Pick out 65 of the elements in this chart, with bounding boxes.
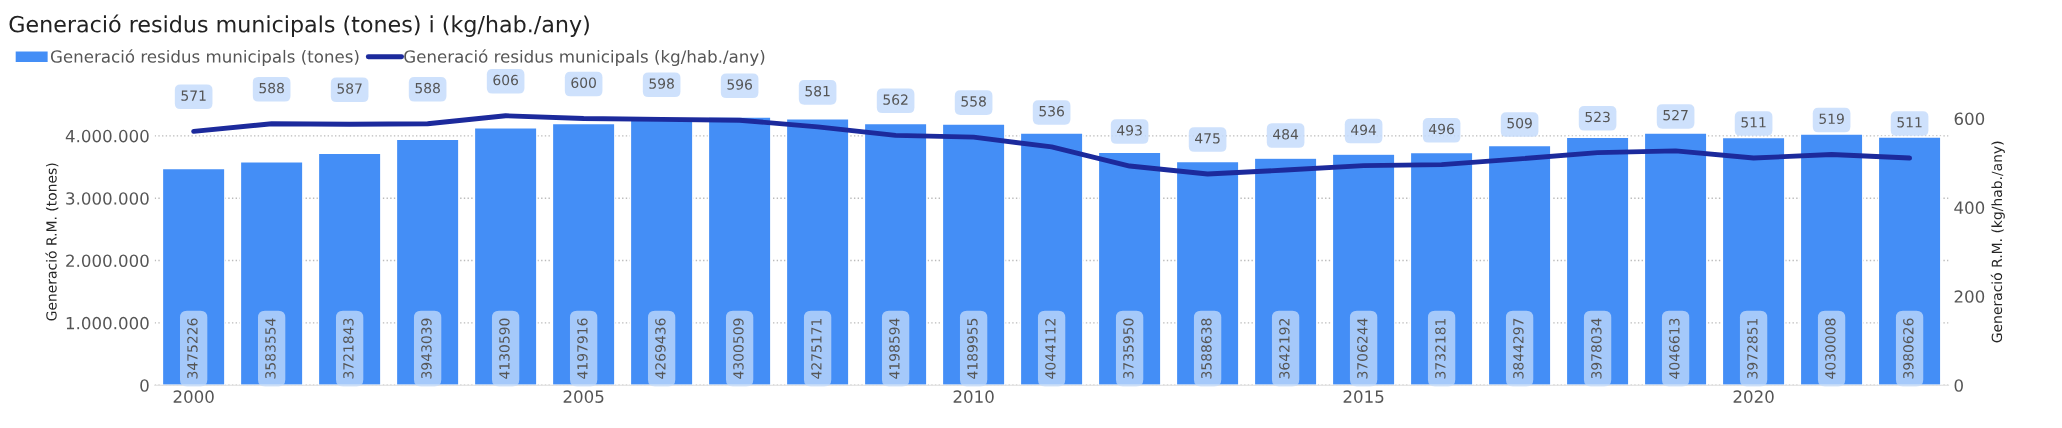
data-label: 4030008 xyxy=(1825,318,1836,379)
data-label: 4046613 xyxy=(1669,318,1680,379)
data-label: 600 xyxy=(571,77,596,88)
chart-title: Generació residus municipals (tones) i (kg/hab./any) xyxy=(9,14,589,37)
data-label: 4197916 xyxy=(577,318,588,379)
data-label: 3721843 xyxy=(343,318,354,379)
data-label: 3844297 xyxy=(1513,318,1524,379)
data-label: 3980626 xyxy=(1903,318,1914,379)
y2-tick-label: 200 xyxy=(1954,290,1985,303)
data-label: 4130590 xyxy=(499,318,510,379)
data-label: 3642192 xyxy=(1279,319,1290,379)
y2-tick-label: 400 xyxy=(1954,201,1985,214)
data-label: 511 xyxy=(1897,117,1922,128)
data-label: 598 xyxy=(649,78,674,89)
data-label: 596 xyxy=(727,79,753,90)
data-label: 527 xyxy=(1663,109,1688,121)
x-tick-label: 2000 xyxy=(173,390,214,403)
data-label: 475 xyxy=(1195,133,1220,144)
y-tick-label: 3.000.000 xyxy=(66,192,149,205)
data-label: 3475226 xyxy=(187,318,198,379)
data-label: 511 xyxy=(1741,117,1766,128)
data-label: 3972851 xyxy=(1747,318,1758,379)
data-label: 558 xyxy=(961,96,986,107)
y-tick-label: 4.000.000 xyxy=(65,129,149,143)
data-label: 4044112 xyxy=(1045,319,1056,379)
data-label: 484 xyxy=(1273,129,1299,140)
data-label: 4300509 xyxy=(733,318,744,379)
data-label: 519 xyxy=(1819,113,1844,124)
y2-axis-title: Generació R.M. (kg/hab./any) xyxy=(1990,141,2005,343)
data-label: 494 xyxy=(1351,124,1377,136)
y2-tick-label: 0 xyxy=(1954,379,1963,392)
x-tick-label: 2020 xyxy=(1733,390,1774,403)
legend-label: Generació residus municipals (tones) xyxy=(50,49,359,67)
data-label: 581 xyxy=(805,85,830,97)
data-label: 4198594 xyxy=(889,318,900,379)
y-tick-label: 2.000.000 xyxy=(66,254,149,268)
data-label: 562 xyxy=(883,94,908,105)
data-label: 3706244 xyxy=(1357,318,1368,379)
data-label: 4269436 xyxy=(655,318,666,379)
data-label: 588 xyxy=(415,82,440,94)
data-label: 3978034 xyxy=(1591,318,1602,379)
data-label: 3732181 xyxy=(1435,318,1446,379)
data-label: 523 xyxy=(1585,111,1610,123)
y-tick-label: 0 xyxy=(140,379,149,392)
legend-label: Generació residus municipals (kg/hab./any) xyxy=(404,49,765,67)
data-label: 606 xyxy=(493,74,519,86)
data-label: 3943039 xyxy=(421,318,432,379)
data-label: 4275171 xyxy=(811,318,822,379)
data-label: 588 xyxy=(259,82,284,94)
data-label: 493 xyxy=(1117,125,1142,136)
data-label: 587 xyxy=(337,83,362,94)
y2-tick-label: 600 xyxy=(1954,112,1985,126)
x-tick-label: 2010 xyxy=(953,390,994,403)
y-tick-label: 1.000.000 xyxy=(66,316,149,330)
data-label: 571 xyxy=(181,90,206,101)
data-label: 3735950 xyxy=(1123,318,1134,379)
y-axis-title: Generació R.M. (tones) xyxy=(45,163,59,321)
data-label: 3583554 xyxy=(265,318,276,379)
data-label: 3588638 xyxy=(1201,318,1212,379)
data-label: 496 xyxy=(1429,123,1454,135)
data-label: 4189955 xyxy=(967,318,978,379)
data-label: 509 xyxy=(1507,117,1532,129)
x-tick-label: 2015 xyxy=(1343,390,1384,403)
data-label: 536 xyxy=(1039,105,1064,117)
x-tick-label: 2005 xyxy=(563,390,604,403)
